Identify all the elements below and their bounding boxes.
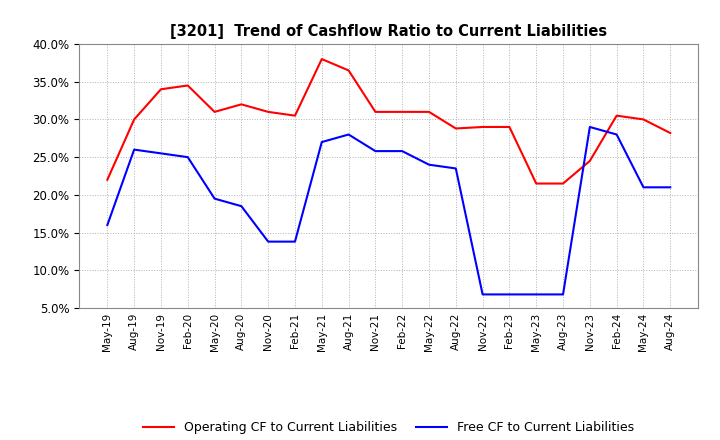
Operating CF to Current Liabilities: [585, 158, 594, 164]
Operating CF to Current Liabilities: [318, 56, 326, 62]
Operating CF to Current Liabilities: [130, 117, 138, 122]
Free CF to Current Liabilities: [478, 292, 487, 297]
Free CF to Current Liabilities: [585, 125, 594, 130]
Operating CF to Current Liabilities: [612, 113, 621, 118]
Free CF to Current Liabilities: [612, 132, 621, 137]
Free CF to Current Liabilities: [103, 222, 112, 227]
Free CF to Current Liabilities: [666, 185, 675, 190]
Operating CF to Current Liabilities: [291, 113, 300, 118]
Free CF to Current Liabilities: [210, 196, 219, 201]
Title: [3201]  Trend of Cashflow Ratio to Current Liabilities: [3201] Trend of Cashflow Ratio to Curren…: [170, 24, 608, 39]
Operating CF to Current Liabilities: [210, 109, 219, 114]
Operating CF to Current Liabilities: [451, 126, 460, 131]
Legend: Operating CF to Current Liabilities, Free CF to Current Liabilities: Operating CF to Current Liabilities, Fre…: [138, 416, 639, 439]
Free CF to Current Liabilities: [157, 151, 166, 156]
Free CF to Current Liabilities: [130, 147, 138, 152]
Operating CF to Current Liabilities: [532, 181, 541, 186]
Operating CF to Current Liabilities: [478, 125, 487, 130]
Free CF to Current Liabilities: [237, 204, 246, 209]
Operating CF to Current Liabilities: [666, 130, 675, 136]
Free CF to Current Liabilities: [451, 166, 460, 171]
Free CF to Current Liabilities: [559, 292, 567, 297]
Free CF to Current Liabilities: [425, 162, 433, 167]
Operating CF to Current Liabilities: [344, 68, 353, 73]
Operating CF to Current Liabilities: [103, 177, 112, 183]
Free CF to Current Liabilities: [398, 148, 407, 154]
Free CF to Current Liabilities: [344, 132, 353, 137]
Free CF to Current Liabilities: [371, 148, 379, 154]
Operating CF to Current Liabilities: [264, 109, 272, 114]
Operating CF to Current Liabilities: [559, 181, 567, 186]
Free CF to Current Liabilities: [184, 154, 192, 160]
Operating CF to Current Liabilities: [371, 109, 379, 114]
Line: Operating CF to Current Liabilities: Operating CF to Current Liabilities: [107, 59, 670, 183]
Operating CF to Current Liabilities: [184, 83, 192, 88]
Free CF to Current Liabilities: [505, 292, 514, 297]
Operating CF to Current Liabilities: [639, 117, 648, 122]
Free CF to Current Liabilities: [532, 292, 541, 297]
Free CF to Current Liabilities: [318, 139, 326, 145]
Free CF to Current Liabilities: [639, 185, 648, 190]
Operating CF to Current Liabilities: [505, 125, 514, 130]
Operating CF to Current Liabilities: [237, 102, 246, 107]
Operating CF to Current Liabilities: [398, 109, 407, 114]
Free CF to Current Liabilities: [264, 239, 272, 244]
Line: Free CF to Current Liabilities: Free CF to Current Liabilities: [107, 127, 670, 294]
Free CF to Current Liabilities: [291, 239, 300, 244]
Operating CF to Current Liabilities: [157, 87, 166, 92]
Operating CF to Current Liabilities: [425, 109, 433, 114]
